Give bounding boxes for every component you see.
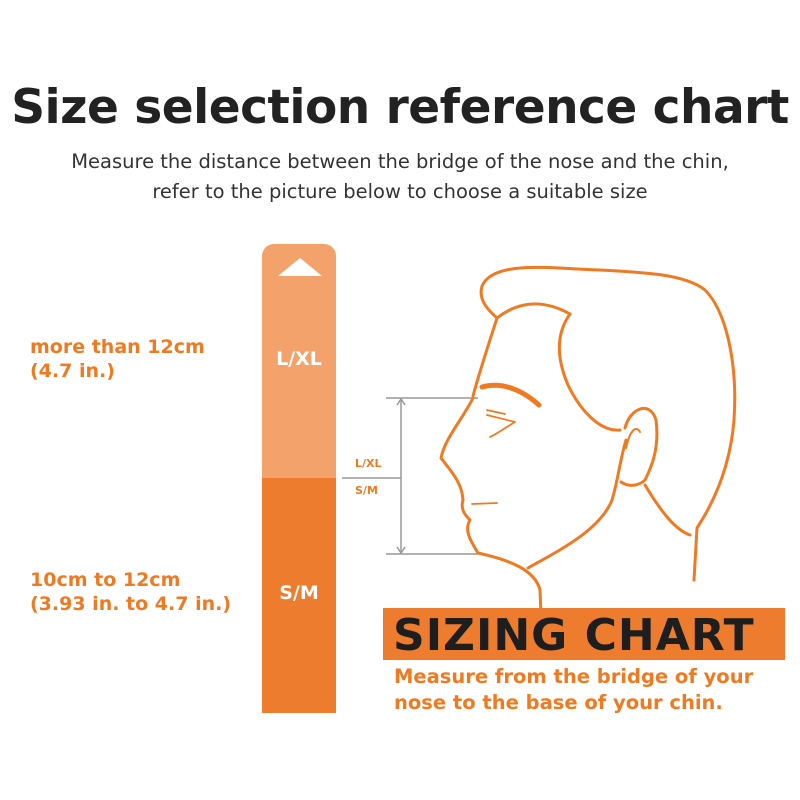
sizing-chart-banner: SIZING CHART (383, 608, 785, 661)
measurement-lines (342, 397, 478, 555)
sm-range-inches: (3.93 in. to 4.7 in.) (30, 593, 232, 615)
diagram-label-lxl: L/XL (355, 457, 382, 470)
size-bar-lxl (262, 244, 336, 478)
page-title: Size selection reference chart (11, 80, 789, 135)
up-arrow-icon (278, 258, 322, 276)
sizing-chart-title: SIZING CHART (393, 610, 755, 661)
sm-range: 10cm to 12cm (30, 569, 181, 591)
head-outline (439, 265, 737, 617)
size-bar-sm (262, 478, 336, 713)
sizing-instruction-line-2: nose to the base of your chin. (394, 691, 723, 714)
diagram-label-sm: S/M (355, 484, 378, 497)
subtitle-line-1: Measure the distance between the bridge … (71, 150, 729, 173)
lxl-range: more than 12cm (30, 336, 205, 358)
bar-label-sm: S/M (279, 582, 319, 604)
bar-label-lxl: L/XL (276, 348, 322, 370)
sizing-instruction-line-1: Measure from the bridge of your (394, 665, 754, 688)
lxl-range-inches: (4.7 in.) (30, 360, 115, 382)
subtitle-line-2: refer to the picture below to choose a s… (152, 180, 648, 203)
